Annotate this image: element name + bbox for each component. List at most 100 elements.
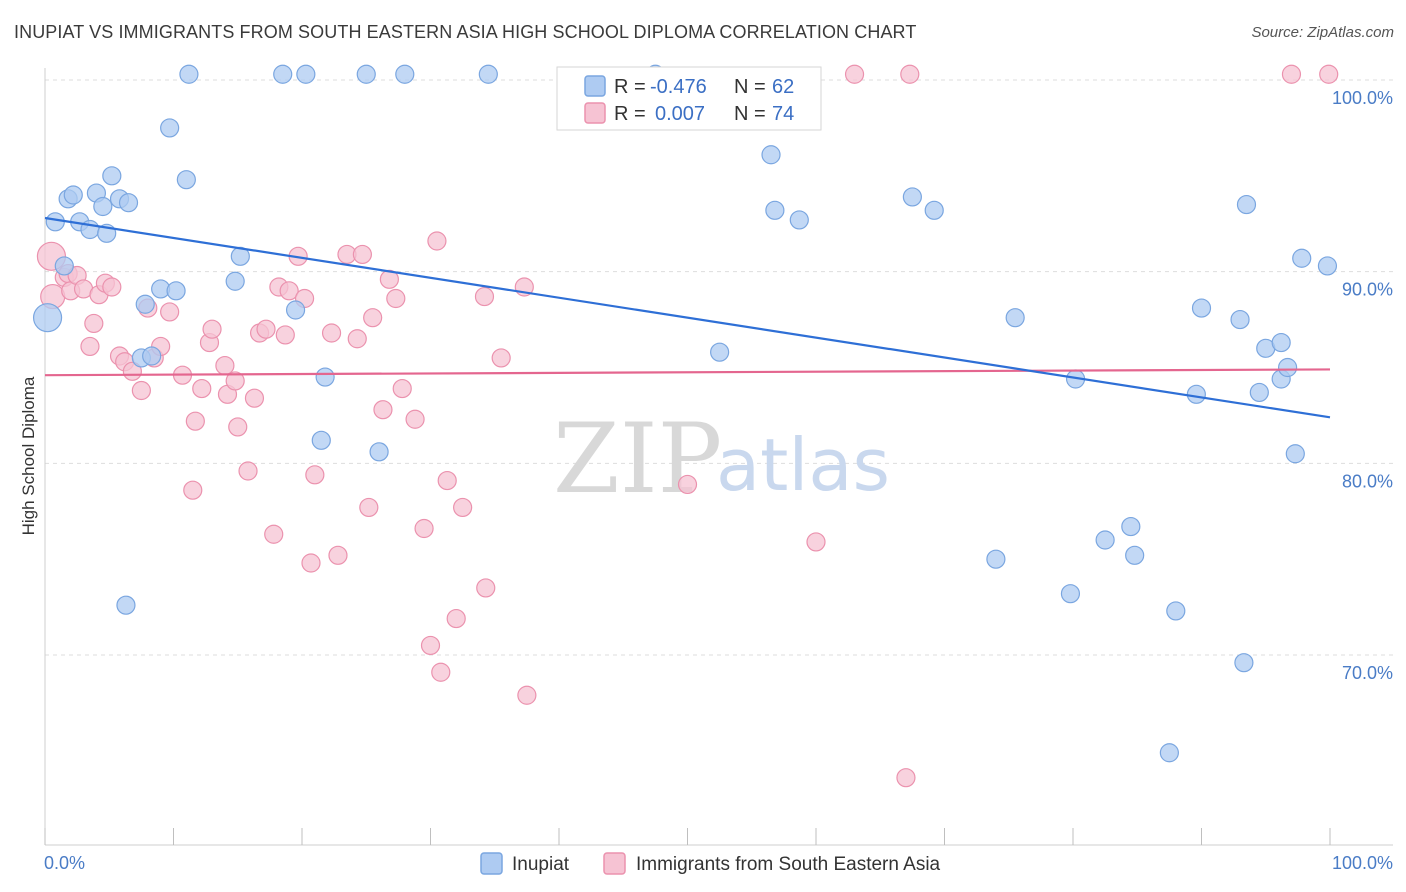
immigrants-point-54 — [414, 518, 434, 539]
inupiat-point-26 — [296, 64, 316, 84]
immigrants-point-29 — [228, 417, 248, 437]
inupiat-point-21 — [179, 64, 199, 84]
immigrants-point-70 — [900, 64, 920, 84]
x-tick-label-max: 100.0% — [1332, 853, 1393, 873]
inupiat-point-45 — [1121, 516, 1141, 537]
immigrants-point-61 — [474, 286, 495, 307]
immigrants-point-67 — [806, 532, 826, 552]
series-legend-swatch-inupiat — [480, 852, 503, 875]
inupiat-point-20 — [176, 170, 196, 190]
inupiat-point-46 — [1125, 545, 1145, 565]
immigrants-point-7 — [80, 336, 100, 357]
trend-line-immigrants — [44, 368, 1331, 377]
immigrants-point-23 — [192, 378, 212, 399]
immigrants-point-56 — [427, 231, 447, 251]
inupiat-point-52 — [1234, 653, 1254, 673]
immigrants-point-41 — [305, 465, 325, 485]
inupiat-point-31 — [395, 64, 415, 84]
immigrants-point-53 — [405, 409, 425, 429]
legend-n-label-1: N = — [734, 76, 766, 98]
inupiat-point-8 — [93, 196, 113, 217]
watermark-zip: ZIP — [553, 403, 722, 515]
immigrants-point-19 — [160, 302, 180, 322]
inupiat-point-32 — [478, 64, 498, 84]
inupiat-point-56 — [1271, 332, 1291, 353]
series-legend-label-immigrants: Immigrants from South Eastern Asia — [636, 854, 941, 875]
inupiat-point-16 — [142, 346, 162, 366]
axes — [44, 68, 1393, 846]
inupiat-point-41 — [1005, 308, 1025, 328]
immigrants-point-49 — [373, 400, 393, 420]
immigrants-point-22 — [185, 411, 205, 431]
inupiat-point-4 — [63, 185, 83, 205]
immigrants-point-34 — [264, 524, 284, 544]
y-tick-labels: 70.0% 80.0% 90.0% 100.0% — [1332, 88, 1393, 683]
series-legend: Inupiat Immigrants from South Eastern As… — [480, 852, 941, 875]
immigrants-point-21 — [183, 480, 203, 500]
immigrants-point-43 — [328, 545, 348, 565]
inupiat-point-24 — [273, 64, 293, 84]
inupiat-point-34 — [710, 342, 730, 362]
inupiat-point-60 — [1292, 248, 1312, 268]
immigrants-point-65 — [517, 685, 537, 705]
x-tick-label-min: 0.0% — [44, 853, 85, 873]
inupiat-point-13 — [116, 595, 136, 615]
inupiat-point-0 — [32, 303, 63, 333]
immigrants-point-63 — [491, 348, 511, 368]
inupiat-point-44 — [1095, 530, 1115, 550]
legend-r-value-2: 0.007 — [655, 103, 705, 125]
watermark-atlas: atlas — [716, 423, 890, 507]
inupiat-point-61 — [1317, 256, 1338, 276]
inupiat-point-28 — [315, 367, 335, 387]
immigrants-point-58 — [437, 470, 457, 491]
immigrants-point-11 — [102, 277, 122, 297]
immigrants-point-33 — [256, 319, 276, 339]
immigrants-point-55 — [420, 635, 441, 656]
immigrants-point-71 — [1281, 64, 1302, 84]
inupiat-point-49 — [1186, 384, 1206, 404]
immigrants-point-8 — [84, 313, 104, 334]
inupiat-point-51 — [1230, 309, 1250, 330]
inupiat-point-47 — [1159, 743, 1179, 763]
immigrants-point-15 — [131, 380, 151, 401]
legend-n-value-1: 62 — [772, 76, 794, 98]
immigrants-point-37 — [279, 281, 299, 301]
legend-r-label-1: R = — [614, 76, 646, 98]
immigrants-point-59 — [446, 608, 466, 629]
legend-swatch-pink — [584, 102, 606, 124]
y-tick-label-80: 80.0% — [1342, 471, 1393, 491]
series-inupiat-points — [32, 64, 1338, 763]
inupiat-point-30 — [369, 442, 389, 462]
immigrants-point-40 — [301, 553, 321, 573]
immigrants-point-46 — [352, 244, 372, 265]
inupiat-point-15 — [135, 294, 155, 314]
immigrants-point-68 — [844, 64, 865, 84]
immigrants-point-72 — [1319, 64, 1339, 84]
inupiat-point-39 — [924, 200, 944, 220]
legend-n-value-2: 74 — [772, 103, 794, 125]
inupiat-point-19 — [166, 281, 186, 301]
y-tick-label-90: 90.0% — [1342, 280, 1393, 300]
legend-swatch-blue — [584, 75, 606, 97]
immigrants-point-28 — [225, 371, 245, 391]
series-legend-label-inupiat: Inupiat — [512, 854, 570, 875]
legend-r-label-2: R = — [614, 103, 646, 125]
immigrants-point-60 — [453, 497, 473, 518]
series-legend-swatch-immigrants — [603, 852, 626, 875]
immigrants-point-69 — [896, 768, 916, 788]
immigrants-point-30 — [238, 461, 258, 481]
inupiat-point-10 — [102, 166, 122, 186]
inupiat-point-29 — [356, 64, 376, 84]
legend-r-value-1: -0.476 — [650, 76, 707, 98]
source-credit: Source: ZipAtlas.com — [1251, 24, 1394, 41]
inupiat-point-22 — [225, 271, 245, 291]
immigrants-point-36 — [275, 325, 295, 345]
legend-n-label-2: N = — [734, 103, 766, 125]
inupiat-point-25 — [285, 300, 306, 320]
immigrants-point-45 — [347, 329, 367, 349]
inupiat-point-1 — [45, 212, 65, 232]
inupiat-point-2 — [54, 256, 74, 276]
immigrants-point-51 — [386, 288, 406, 309]
inupiat-point-37 — [789, 210, 809, 230]
